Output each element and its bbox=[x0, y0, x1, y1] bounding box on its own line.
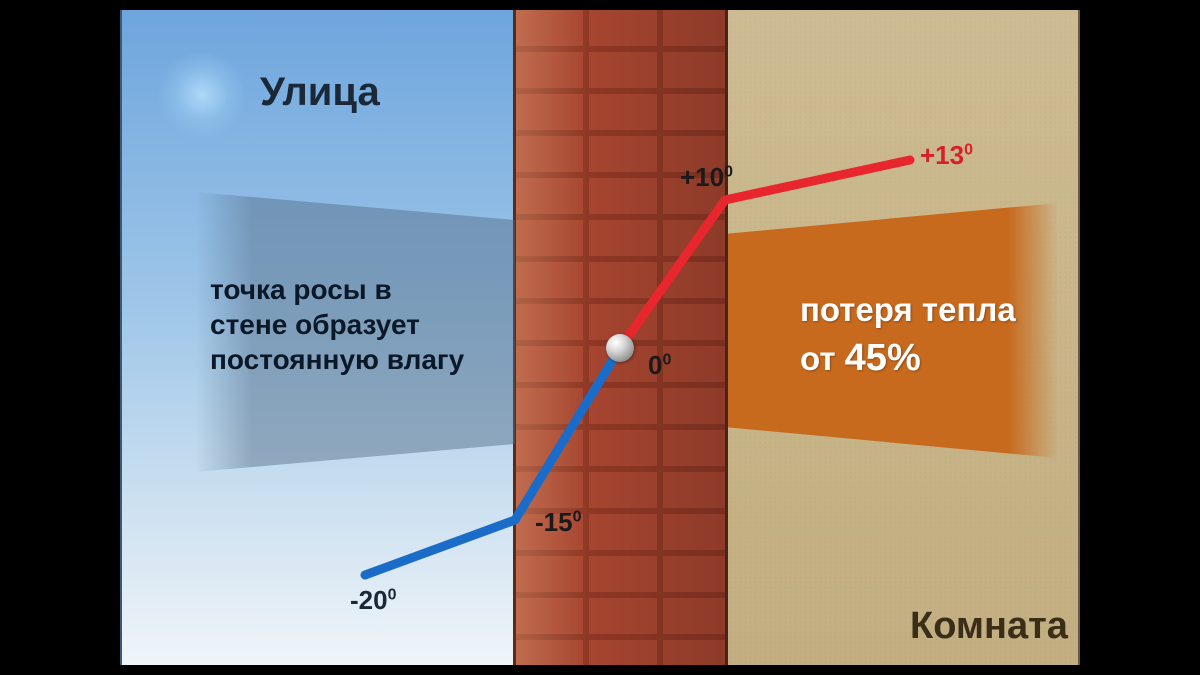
heatloss-caption: потеря тепла от 45% bbox=[800, 288, 1016, 384]
heatloss-line1: потеря тепла bbox=[800, 291, 1016, 328]
diagram-stage: Улица Комната точка росы в стене образуе… bbox=[120, 10, 1080, 665]
dewpoint-caption: точка росы в стене образует постоянную в… bbox=[210, 272, 464, 377]
sun-glow bbox=[157, 50, 247, 140]
heatloss-percent: 45% bbox=[845, 337, 921, 379]
temp-label: +130 bbox=[920, 140, 973, 171]
temp-label: -200 bbox=[350, 585, 396, 616]
dewpoint-line1: точка росы в bbox=[210, 274, 392, 305]
outside-label: Улица bbox=[260, 70, 380, 115]
temp-label: -150 bbox=[535, 507, 581, 538]
heatloss-prefix: от bbox=[800, 340, 845, 377]
zero-degree-ball bbox=[606, 334, 634, 362]
dewpoint-line3: постоянную влагу bbox=[210, 344, 464, 375]
dewpoint-line2: стене образует bbox=[210, 309, 420, 340]
temp-label: 00 bbox=[648, 350, 671, 381]
temp-label: +100 bbox=[680, 162, 733, 193]
room-label: Комната bbox=[910, 605, 1068, 648]
